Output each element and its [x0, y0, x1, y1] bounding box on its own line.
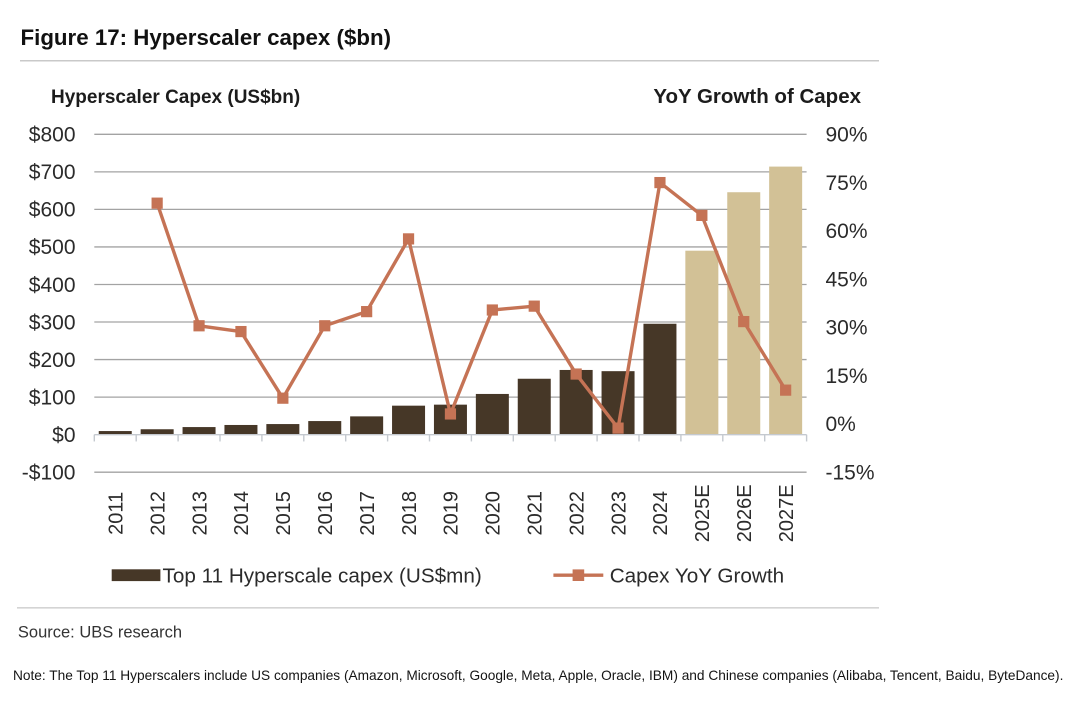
svg-text:2014: 2014: [231, 491, 253, 536]
svg-text:Note: The Top 11 Hyperscalers: Note: The Top 11 Hyperscalers include US…: [13, 668, 1063, 683]
svg-text:2011: 2011: [106, 492, 128, 535]
svg-text:$700: $700: [29, 161, 76, 184]
svg-text:2019: 2019: [441, 491, 463, 536]
svg-text:$400: $400: [29, 274, 76, 297]
svg-text:$600: $600: [29, 199, 76, 222]
svg-text:2018: 2018: [399, 491, 421, 536]
svg-text:$800: $800: [29, 124, 76, 147]
svg-text:45%: 45%: [826, 268, 868, 291]
svg-text:2022: 2022: [566, 491, 588, 536]
svg-text:0%: 0%: [826, 413, 856, 436]
svg-text:15%: 15%: [826, 365, 868, 388]
svg-text:2020: 2020: [483, 491, 505, 536]
svg-text:75%: 75%: [826, 172, 868, 195]
svg-text:$500: $500: [29, 236, 76, 259]
svg-text:2012: 2012: [147, 491, 169, 536]
svg-text:2013: 2013: [189, 491, 211, 536]
svg-text:Figure 17: Hyperscaler capex (: Figure 17: Hyperscaler capex ($bn): [21, 25, 392, 50]
svg-text:2023: 2023: [608, 491, 630, 536]
svg-text:90%: 90%: [826, 124, 868, 147]
svg-text:2025E: 2025E: [692, 484, 714, 542]
svg-text:YoY Growth of Capex: YoY Growth of Capex: [653, 85, 861, 108]
svg-text:$300: $300: [29, 311, 76, 334]
svg-text:2027E: 2027E: [776, 484, 798, 542]
svg-text:$100: $100: [29, 386, 76, 409]
svg-text:$0: $0: [52, 424, 75, 447]
svg-text:2016: 2016: [315, 491, 337, 536]
svg-text:Hyperscaler Capex (US$bn): Hyperscaler Capex (US$bn): [51, 87, 300, 108]
svg-text:Source: UBS research: Source: UBS research: [18, 623, 182, 641]
svg-text:$200: $200: [29, 349, 76, 372]
svg-text:60%: 60%: [826, 220, 868, 243]
svg-text:2017: 2017: [357, 491, 379, 536]
svg-text:2024: 2024: [650, 491, 672, 536]
svg-text:Top 11 Hyperscale capex (US$mn: Top 11 Hyperscale capex (US$mn): [163, 565, 482, 588]
svg-text:2021: 2021: [525, 491, 547, 536]
svg-text:-$100: -$100: [22, 462, 76, 485]
svg-text:2026E: 2026E: [734, 484, 756, 542]
svg-text:Capex YoY Growth: Capex YoY Growth: [610, 565, 784, 588]
svg-text:30%: 30%: [826, 317, 868, 340]
svg-text:2015: 2015: [273, 491, 295, 536]
svg-text:-15%: -15%: [826, 462, 875, 485]
